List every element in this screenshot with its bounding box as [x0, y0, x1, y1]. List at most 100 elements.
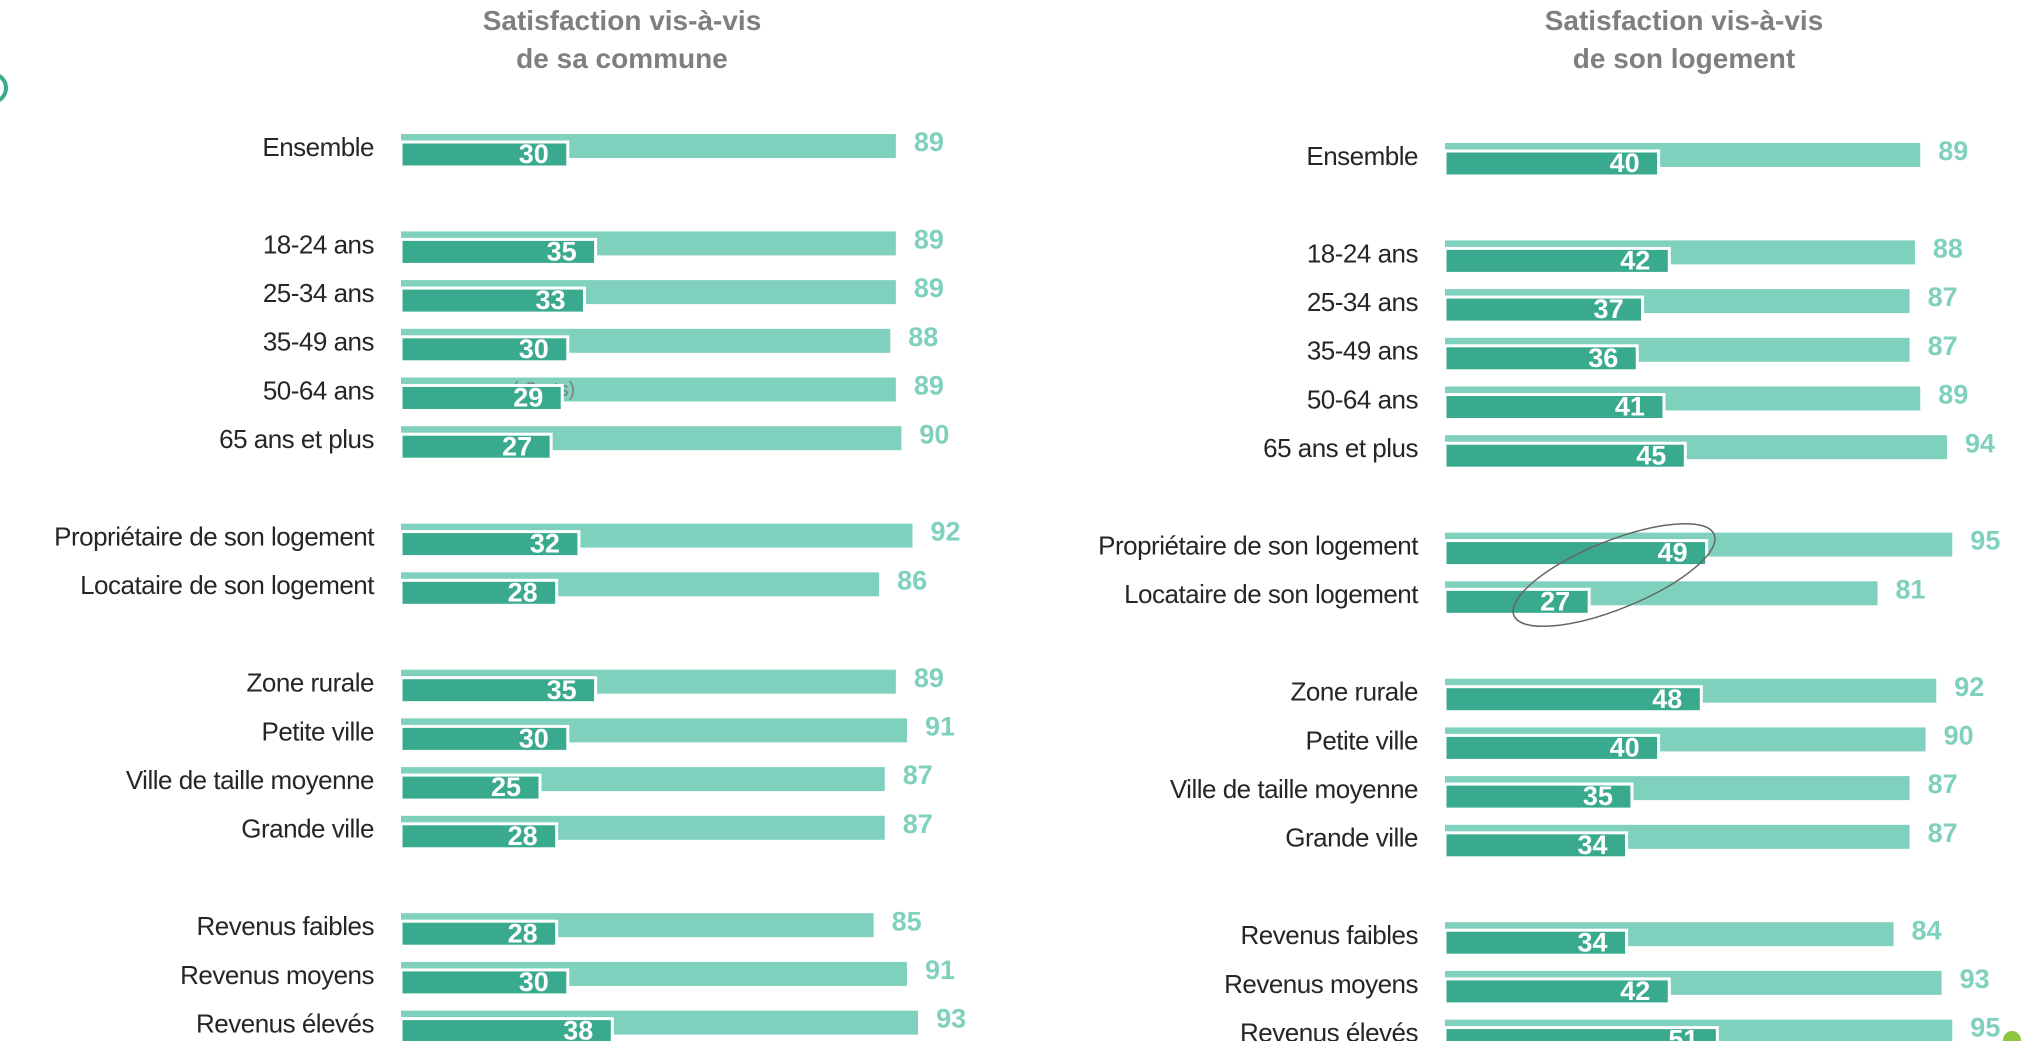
value-label: 27 [1540, 586, 1570, 616]
value-label: 51 [1668, 1025, 1698, 1041]
bar-very [399, 773, 542, 802]
chart-title: Satisfaction vis-à-vis [1545, 5, 1824, 36]
value-label: 40 [1610, 148, 1640, 178]
category-label: 35-49 ans [1307, 336, 1419, 366]
value-label: 87 [1928, 282, 1958, 312]
chart-title: de son logement [1573, 43, 1795, 74]
category-label: 18-24 ans [263, 229, 375, 259]
value-label: 90 [1944, 721, 1974, 751]
bar-very [399, 335, 570, 364]
value-label: 30 [519, 334, 549, 364]
value-label: 81 [1896, 574, 1926, 604]
bar-very [399, 578, 559, 607]
bar-very [1443, 587, 1591, 616]
bar-very [399, 822, 559, 851]
value-label: 27 [502, 431, 532, 461]
value-label: 35 [547, 237, 577, 267]
bar-very [399, 432, 553, 461]
value-label: 42 [1620, 976, 1650, 1006]
category-label: Revenus faibles [197, 911, 375, 941]
bar-very [399, 919, 559, 948]
value-label: 87 [1928, 769, 1958, 799]
value-label: 93 [936, 1004, 966, 1034]
category-label: 18-24 ans [1307, 238, 1419, 268]
value-label: 32 [530, 529, 560, 559]
value-label: 30 [519, 967, 549, 997]
value-label: 30 [519, 724, 549, 754]
bar-very [399, 384, 564, 412]
value-label: 89 [914, 273, 944, 303]
category-label: Ville de taille moyenne [1170, 774, 1418, 804]
value-label: 38 [563, 1016, 593, 1041]
bar-very [399, 676, 598, 705]
bar-very [1443, 344, 1639, 373]
value-label: 88 [908, 322, 938, 352]
category-label: 65 ans et plus [219, 424, 374, 454]
value-label: 48 [1652, 684, 1682, 714]
value-label: 89 [914, 225, 944, 255]
bar-very [1443, 928, 1629, 957]
value-label: 90 [919, 419, 949, 449]
category-label: Revenus moyens [1224, 969, 1418, 999]
value-label: 84 [1912, 915, 1942, 945]
category-label: Revenus élevés [196, 1008, 374, 1038]
value-label: 85 [892, 906, 922, 936]
bar-very [399, 1017, 614, 1041]
category-label: Grande ville [1285, 823, 1418, 853]
category-label: Petite ville [262, 716, 375, 746]
bar-very [1443, 977, 1671, 1006]
category-label: 35-49 ans [263, 327, 375, 357]
category-label: Locataire de son logement [1124, 579, 1419, 609]
bar-very [1443, 246, 1671, 275]
value-label: 87 [903, 760, 933, 790]
bar-very [1443, 733, 1661, 762]
value-label: 28 [508, 577, 538, 607]
category-label: 25-34 ans [1307, 287, 1419, 317]
category-label: Zone rurale [1291, 677, 1418, 707]
value-label: 94 [1965, 428, 1995, 458]
highlight-ellipse [1512, 522, 1716, 628]
value-label: 95 [1970, 1013, 2000, 1041]
category-label: Revenus faibles [1241, 920, 1419, 950]
category-label: Ville de taille moyenne [126, 765, 374, 795]
value-label: 45 [1636, 440, 1666, 470]
category-label: 50-64 ans [263, 375, 375, 405]
bar-very [399, 140, 570, 169]
bar-very [1443, 831, 1629, 860]
value-label: 29 [513, 383, 543, 413]
value-label: 34 [1578, 927, 1608, 957]
chart-title: Satisfaction vis-à-vis [483, 5, 762, 36]
category-label: Propriétaire de son logement [1098, 530, 1419, 560]
chart-title: de sa commune [516, 43, 728, 74]
category-label: Revenus moyens [180, 960, 374, 990]
value-label: 34 [1578, 830, 1608, 860]
value-label: 89 [914, 127, 944, 157]
value-label: 87 [1928, 331, 1958, 361]
category-label: 25-34 ans [263, 278, 375, 308]
category-label: Petite ville [1306, 725, 1419, 755]
bar-very [1443, 782, 1634, 811]
value-label: 92 [931, 517, 961, 547]
category-label: 50-64 ans [1307, 384, 1419, 414]
category-label: Grande ville [241, 814, 374, 844]
value-label: 49 [1658, 538, 1688, 568]
bar-very [1443, 295, 1645, 324]
bar-very [399, 286, 586, 315]
bar-very [1443, 441, 1687, 470]
value-label: 25 [491, 772, 521, 802]
bar-very [1443, 685, 1703, 714]
value-label: 92 [1954, 672, 1984, 702]
category-label: 65 ans et plus [1263, 433, 1418, 463]
decor-circle [0, 74, 8, 102]
value-label: 35 [547, 675, 577, 705]
value-label: 35 [1583, 781, 1613, 811]
value-label: 91 [925, 955, 955, 985]
value-label: 87 [903, 809, 933, 839]
decor-circle [2003, 1031, 2021, 1041]
value-label: 28 [508, 821, 538, 851]
value-label: 36 [1588, 343, 1618, 373]
value-label: 95 [1970, 526, 2000, 556]
value-label: 89 [1938, 136, 1968, 166]
category-label: Ensemble [1306, 141, 1418, 171]
bar-very [399, 237, 598, 266]
